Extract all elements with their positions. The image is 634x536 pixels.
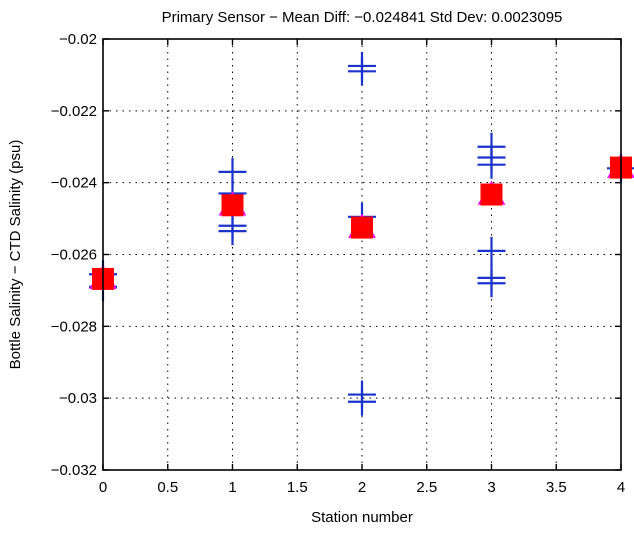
x-tick-label: 3	[487, 479, 495, 496]
x-tick-label: 2	[358, 479, 366, 496]
axis-ticks: 0 0.5 1 1.5 2 2.5 3 3.5 4 −0.032 −0.03 −0.028 −0.026…	[51, 31, 625, 496]
chart-title: Primary Sensor − Mean Diff: −0.024841 St…	[162, 9, 563, 26]
plus-marker	[348, 57, 376, 86]
x-tick-label: 1	[228, 479, 236, 496]
y-tick-label: −0.02	[59, 31, 97, 48]
plus-marker	[477, 236, 506, 265]
y-tick-label: −0.032	[51, 462, 97, 479]
y-tick-label: −0.028	[51, 318, 97, 335]
plus-marker	[218, 217, 247, 246]
x-tick-label: 0	[99, 479, 107, 496]
x-tick-label: 0.5	[157, 479, 178, 496]
plus-marker	[477, 269, 506, 298]
x-axis-label: Station number	[311, 509, 413, 526]
x-tick-label: 2.5	[416, 479, 437, 496]
square-marker	[480, 183, 503, 206]
y-tick-label: −0.026	[51, 247, 97, 264]
y-axis-label: Bottle Salinity − CTD Salinity (psu)	[7, 140, 24, 370]
plus-marker	[477, 150, 506, 179]
y-tick-label: −0.022	[51, 103, 97, 120]
square-marker	[221, 194, 244, 217]
square-marker	[351, 216, 373, 239]
y-tick-label: −0.024	[51, 175, 97, 192]
x-tick-label: 3.5	[546, 479, 567, 496]
x-tick-label: 4	[617, 479, 625, 496]
x-tick-label: 1.5	[287, 479, 308, 496]
y-tick-label: −0.03	[59, 390, 97, 407]
plus-marker	[348, 387, 376, 416]
